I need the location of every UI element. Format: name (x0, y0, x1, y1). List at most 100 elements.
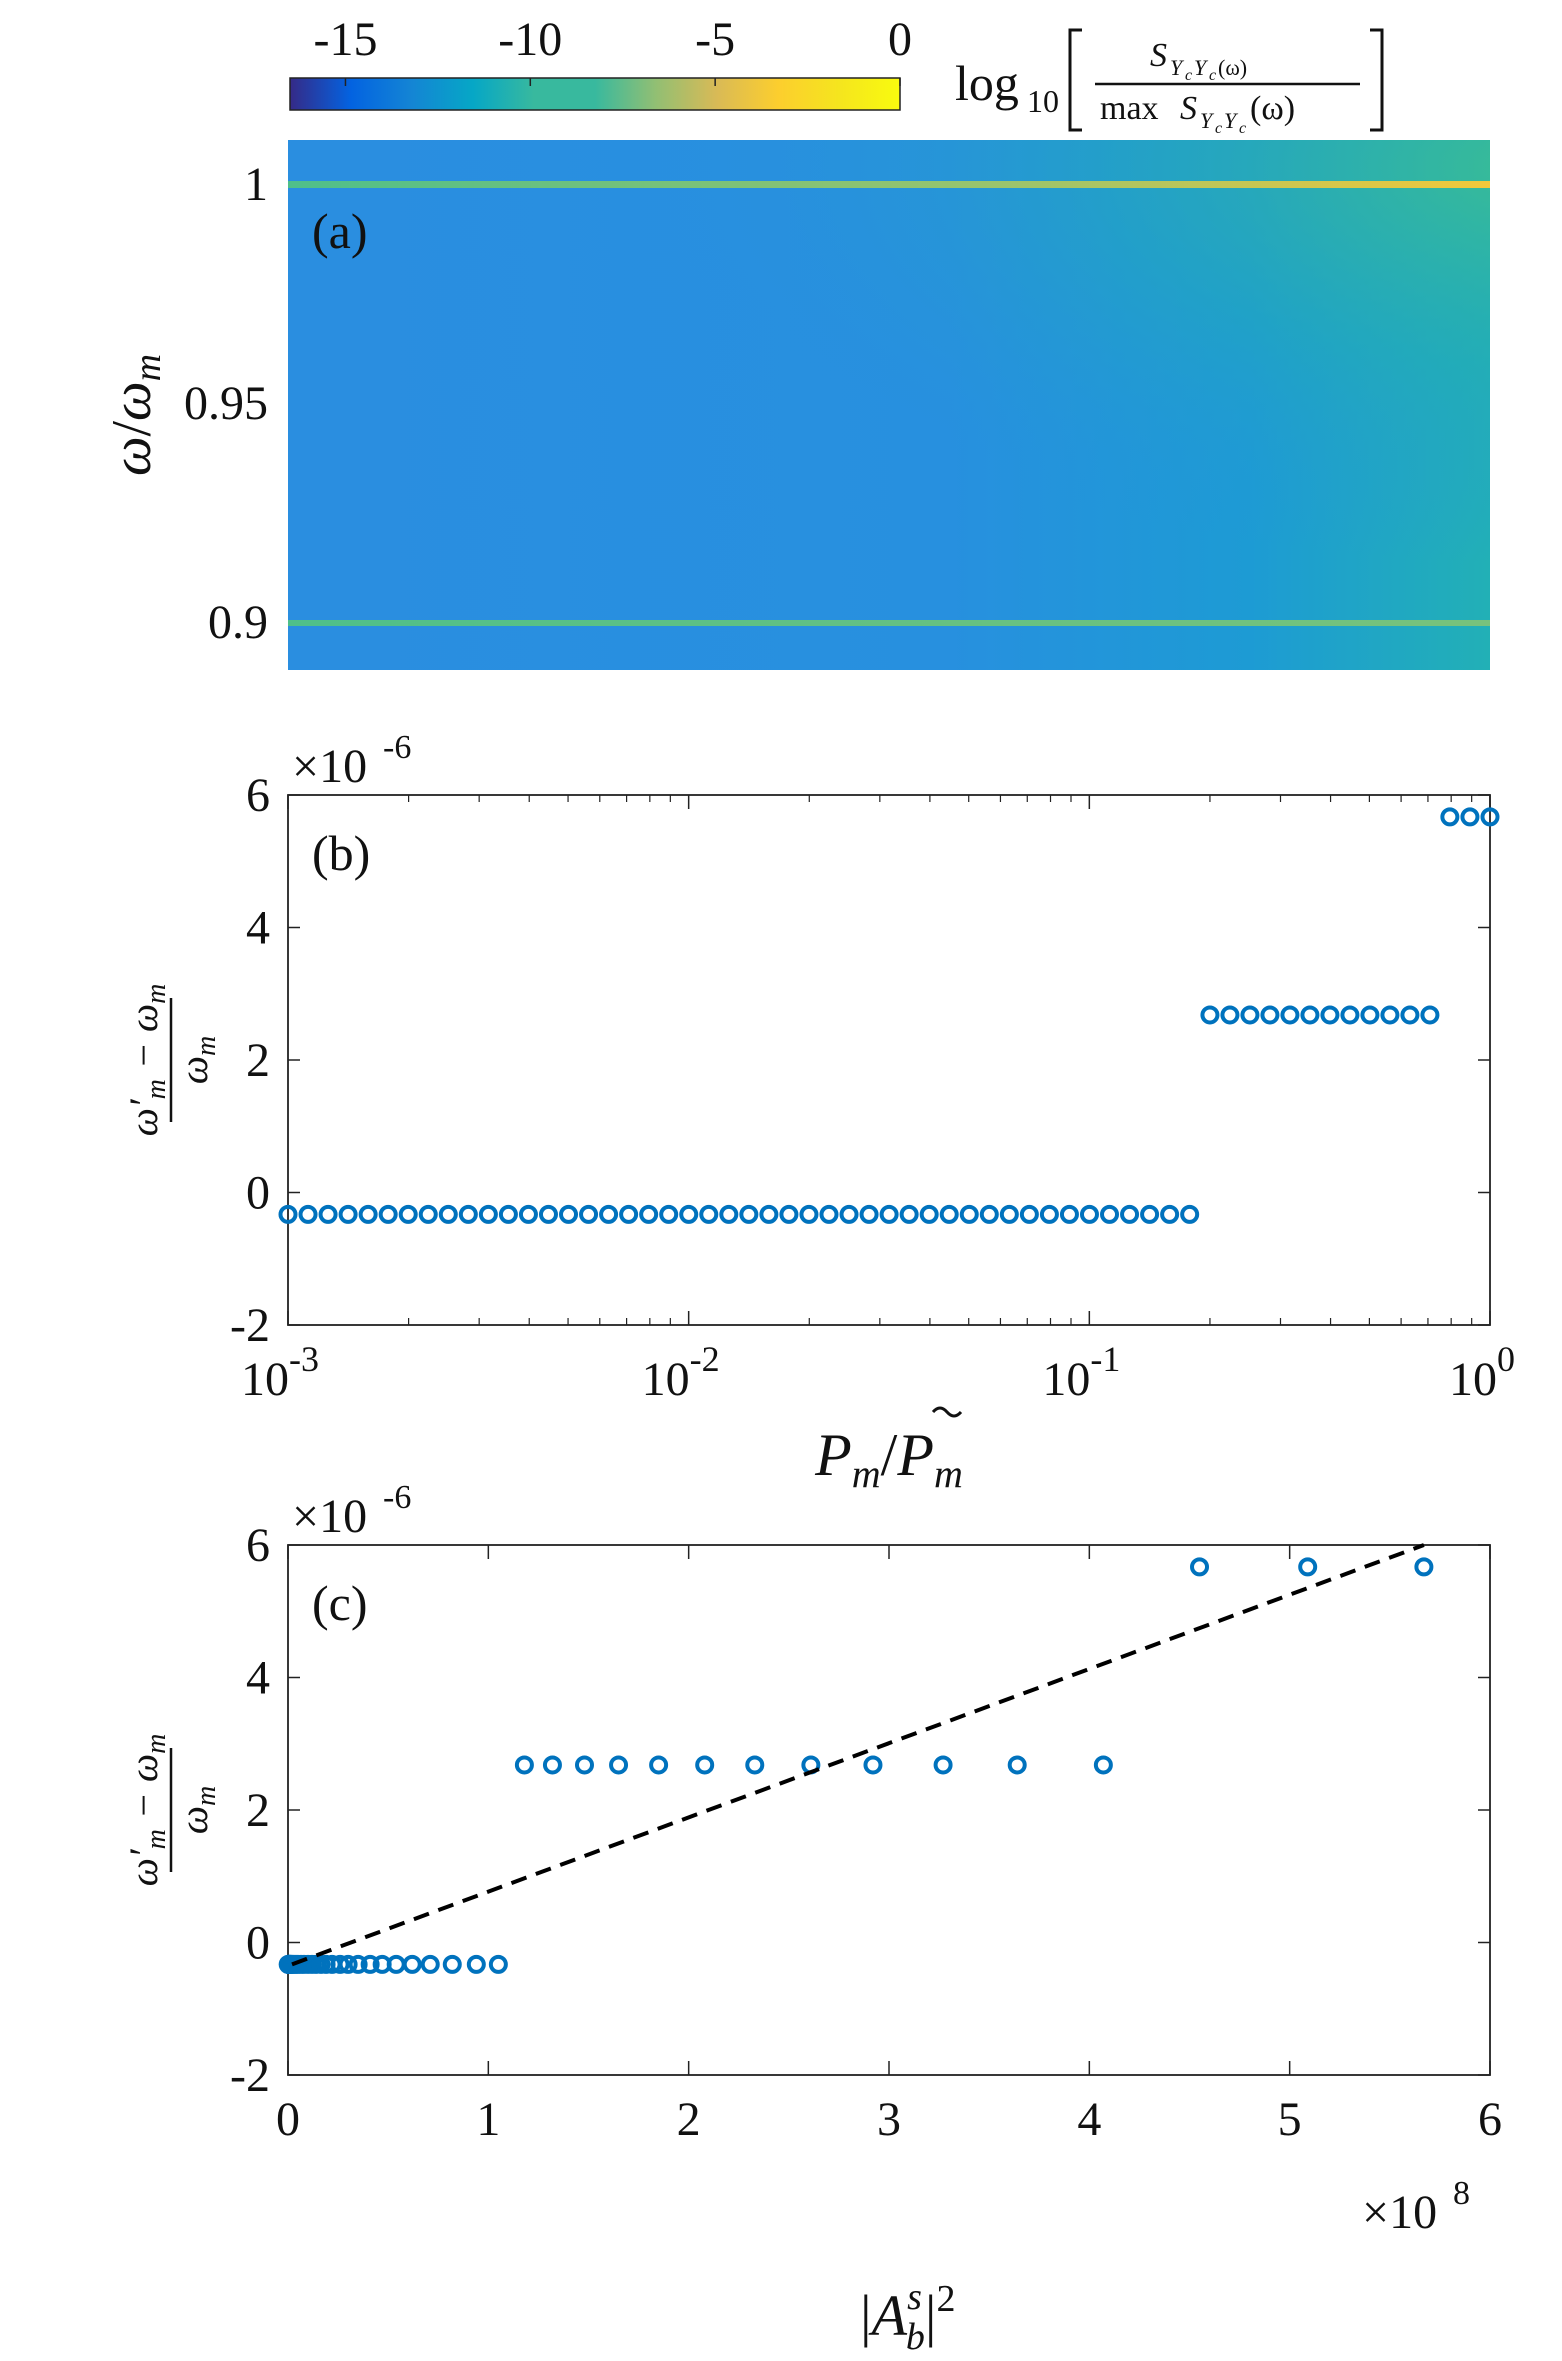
colorbar-label-left-bracket (1068, 28, 1082, 132)
data-point (899, 1204, 919, 1224)
data-point (599, 1204, 619, 1224)
panel-b-xlabel-tilde (931, 1406, 963, 1418)
data-point (348, 1954, 368, 1974)
panel-c-ylabel-den: ωm (171, 1786, 222, 1834)
xtick-base: 10 (1449, 1353, 1497, 1406)
xlabel-sub2: m (934, 1451, 963, 1496)
panel-b-multiplier-base: ×10 (292, 740, 367, 793)
xtick-label: 100 (1449, 1339, 1515, 1406)
data-point (1320, 1005, 1340, 1025)
data-point (1340, 1005, 1360, 1025)
panel-a-ytick-label: 0.95 (184, 377, 268, 430)
panel-c-x-multiplier-exp: 8 (1453, 2175, 1470, 2212)
panel-a-ylabel-text: ω/ωm (101, 354, 169, 476)
xlabel-c-bar2: | (925, 2283, 937, 2348)
data-point (1480, 807, 1500, 827)
data-point (574, 1755, 594, 1775)
xtick-label: 6 (1478, 2093, 1502, 2146)
xtick-label: 5 (1278, 2093, 1302, 2146)
panel-b-ylabel-den: ωm (171, 1036, 222, 1084)
data-point (1220, 1005, 1240, 1025)
ylabel-slash: / (101, 421, 163, 437)
xtick-label: 2 (677, 2093, 701, 2146)
data-point (1160, 1204, 1180, 1224)
panel-a-label: (a) (312, 203, 368, 259)
data-point (859, 1204, 879, 1224)
colorbar-label-num-arg: (ω) (1218, 55, 1247, 80)
data-point (839, 1204, 859, 1224)
fit-line (291, 1543, 1425, 1967)
data-point (933, 1755, 953, 1775)
panel-c-x-multiplier: ×10 8 (1362, 2175, 1470, 2239)
xtick-label: 1 (476, 2093, 500, 2146)
data-point (1140, 1204, 1160, 1224)
panel-b-xlabel: Pm/Pm (814, 1422, 963, 1496)
data-point (1300, 1005, 1320, 1025)
data-point (1190, 1557, 1210, 1577)
data-point (438, 1204, 458, 1224)
resonance-line-1 (288, 181, 1490, 188)
data-point (919, 1204, 939, 1224)
panel-b-ylabel-num: ω′m − ωm (121, 984, 172, 1137)
data-point (402, 1954, 422, 1974)
panel-b-ylabel: ω′m − ωm ωm (121, 984, 222, 1137)
data-point (779, 1204, 799, 1224)
panel-b-points (278, 807, 1500, 1224)
data-point (298, 1204, 318, 1224)
ytick-label: 0 (246, 1917, 270, 1970)
xlabel-sub: m (852, 1451, 881, 1496)
xtick-exponent: -1 (1090, 1339, 1120, 1379)
colorbar-gradient (289, 77, 901, 111)
xtick-exponent: 0 (1497, 1339, 1515, 1379)
data-point (358, 1204, 378, 1224)
xtick-exponent: -2 (690, 1339, 720, 1379)
ytick-label: 2 (246, 1784, 270, 1837)
ytick-label: 4 (246, 902, 270, 955)
data-point (959, 1204, 979, 1224)
colorbar-ticks: -15 -10 -5 0 (313, 13, 912, 86)
ylabel-omega: ω (101, 437, 163, 477)
colorbar-label-den-sub-c: c (1215, 120, 1222, 137)
data-point (466, 1954, 486, 1974)
data-point (759, 1204, 779, 1224)
colorbar-label-num-sub2-c: c (1209, 67, 1216, 84)
data-point (1280, 1005, 1300, 1025)
data-point (1380, 1005, 1400, 1025)
data-point (1200, 1005, 1220, 1025)
colorbar-label-den: S (1180, 90, 1197, 127)
panel-a-ytick-label: 0.9 (208, 596, 268, 649)
data-point (330, 1954, 350, 1974)
panel-c-ylabel: ω′m − ωm ωm (121, 1734, 222, 1887)
xtick-label: 4 (1077, 2093, 1101, 2146)
data-point (338, 1204, 358, 1224)
data-point (1460, 807, 1480, 827)
panel-c-label: (c) (312, 1575, 368, 1631)
data-point (1240, 1005, 1260, 1025)
data-point (360, 1954, 380, 1974)
panel-c-xlabel: |As b|2 (860, 2276, 955, 2358)
data-point (979, 1204, 999, 1224)
colorbar-label-den-sub2: Y (1224, 108, 1239, 133)
data-point (639, 1204, 659, 1224)
data-point (1093, 1755, 1113, 1775)
colorbar-label-num: S (1150, 37, 1167, 74)
ytick-label: 6 (246, 769, 270, 822)
panel-a-ylabel: ω/ωm (101, 354, 169, 476)
xtick-exponent: -3 (289, 1339, 319, 1379)
colorbar-tick-label: -15 (313, 13, 377, 66)
colorbar-tick-label: -10 (498, 13, 562, 66)
colorbar-label-num-sub-c: c (1185, 67, 1192, 84)
ylabel-sub: m (127, 354, 169, 381)
heatmap-glow (288, 140, 1490, 670)
data-point (1400, 1005, 1420, 1025)
data-point (1007, 1755, 1027, 1775)
data-point (1039, 1204, 1059, 1224)
colorbar-label-den-arg: (ω) (1250, 90, 1295, 127)
panel-b-axes (287, 794, 1491, 1326)
data-point (1079, 1204, 1099, 1224)
ytick-label: -2 (230, 1299, 270, 1352)
xlabel-c-sup: s (907, 2276, 922, 2318)
xlabel-p: P (814, 1422, 852, 1488)
